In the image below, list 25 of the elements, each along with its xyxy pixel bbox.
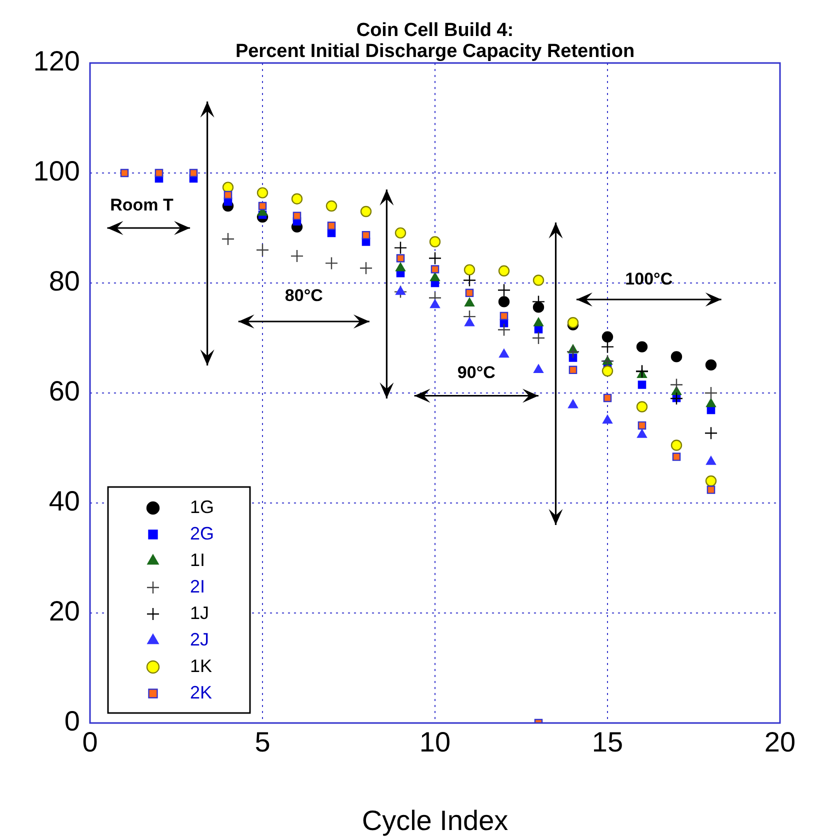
legend-label: 1J xyxy=(190,602,210,623)
y-tick-label: 120 xyxy=(33,46,80,77)
annotation: 100°C xyxy=(625,270,673,289)
x-tick-label: 5 xyxy=(254,726,270,758)
x-tick-label: 20 xyxy=(764,726,796,758)
x-tick-label: 15 xyxy=(592,726,624,758)
legend-label: 2J xyxy=(190,629,210,650)
y-tick-label: 100 xyxy=(33,156,80,187)
legend-label: 2I xyxy=(190,576,206,596)
legend-label: 1G xyxy=(190,496,214,517)
annotation: Room T xyxy=(110,195,174,214)
y-tick-label: 20 xyxy=(48,596,80,627)
y-tick-label: 60 xyxy=(48,376,80,407)
chart-title: Coin Cell Build 4: Percent Initial Discharge Capacity Retention xyxy=(235,20,635,62)
legend-label: 1I xyxy=(190,550,206,570)
y-tick-label: 80 xyxy=(48,266,80,297)
x-axis-title: Cycle Index xyxy=(362,805,508,836)
annotation: 90°C xyxy=(457,363,496,382)
legend-label: 1K xyxy=(190,656,212,676)
annotation: 80°C xyxy=(284,286,323,306)
legend-label: 2K xyxy=(190,682,212,702)
legend-label: 2G xyxy=(190,523,214,544)
y-tick-label: 40 xyxy=(48,486,80,517)
y-tick-label: 0 xyxy=(64,706,80,737)
x-tick-label: 10 xyxy=(419,726,451,758)
